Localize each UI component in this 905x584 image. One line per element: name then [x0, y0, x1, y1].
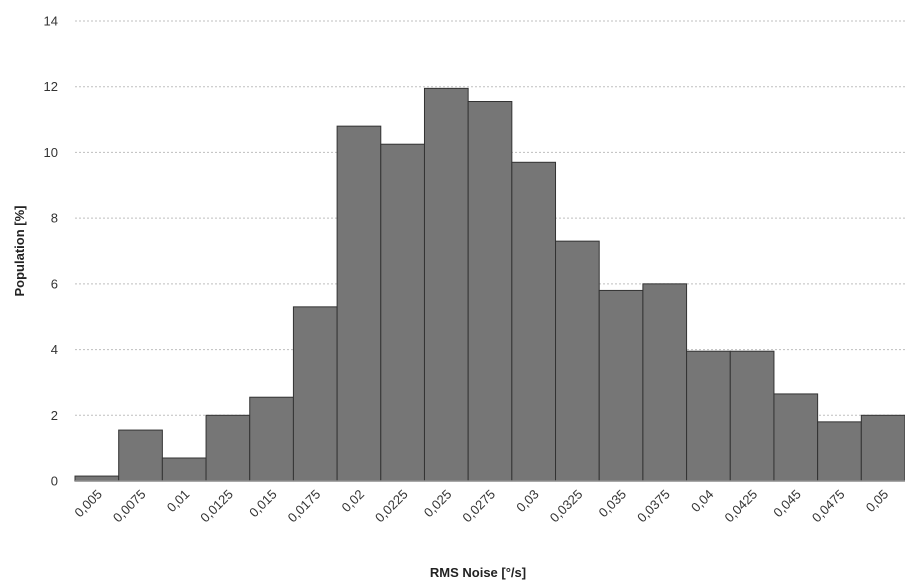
y-tick-label: 2: [51, 408, 58, 423]
x-tick-label: 0,0375: [634, 487, 673, 526]
x-tick-label: 0,025: [421, 487, 455, 521]
bar: [423, 87, 469, 482]
x-tick-label: 0,035: [596, 487, 630, 521]
bars: [74, 87, 905, 482]
x-tick-label: 0,0075: [110, 487, 149, 526]
bar: [729, 350, 775, 482]
bar: [118, 429, 163, 482]
x-tick-label: 0,05: [863, 487, 892, 516]
x-tick-label: 0,0175: [285, 487, 324, 526]
x-tick-label: 0,02: [339, 487, 368, 516]
x-tick-label: 0,0225: [372, 487, 411, 526]
y-axis-title: Population [%]: [12, 206, 27, 297]
y-tick-label: 10: [44, 145, 58, 160]
bar: [336, 125, 382, 482]
x-tick-label: 0,045: [770, 487, 804, 521]
x-tick-label: 0,0425: [722, 487, 761, 526]
bar: [467, 101, 513, 482]
y-tick-label: 8: [51, 211, 58, 226]
x-tick-labels: 0,005 0,0075 0,01 0,0125 0,015 0,0175 0,02 0,02…: [71, 487, 891, 526]
x-tick-label: 0,03: [513, 487, 542, 516]
x-tick-label: 0,01: [164, 487, 193, 516]
bar: [380, 143, 425, 482]
x-tick-label: 0,0275: [459, 487, 498, 526]
x-tick-label: 0,0125: [197, 487, 236, 526]
y-tick-label: 12: [44, 79, 58, 94]
y-tick-label: 6: [51, 276, 58, 291]
x-tick-label: 0,0475: [809, 487, 848, 526]
x-tick-label: 0,015: [246, 487, 280, 521]
bar: [642, 283, 688, 482]
bar: [686, 350, 731, 482]
bar: [292, 306, 338, 482]
y-tick-label: 0: [51, 474, 58, 489]
bar: [161, 457, 207, 482]
y-tick-label: 14: [44, 14, 58, 29]
bar: [511, 161, 557, 482]
y-tick-labels: 0 2 4 6 8 10 12 14: [44, 14, 58, 489]
bar: [817, 421, 862, 482]
bar: [598, 289, 644, 482]
y-tick-label: 4: [51, 342, 58, 357]
x-axis-title: RMS Noise [°/s]: [430, 565, 526, 580]
bar: [249, 396, 294, 482]
x-tick-label: 0,005: [71, 487, 105, 521]
bar: [555, 240, 600, 482]
x-tick-label: 0,0325: [547, 487, 586, 526]
x-tick-label: 0,04: [688, 487, 717, 516]
bar: [205, 414, 251, 482]
bar: [773, 393, 819, 482]
bar: [860, 414, 905, 482]
